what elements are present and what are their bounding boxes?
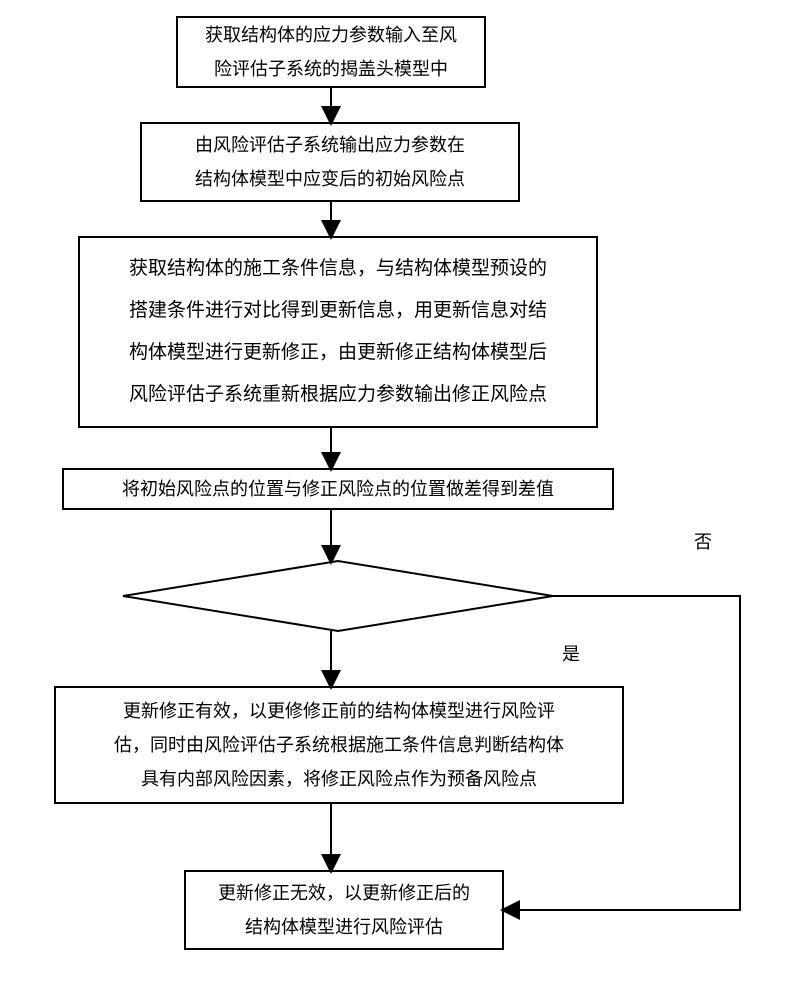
flowchart-canvas: 获取结构体的应力参数输入至风险评估子系统的揭盖头模型中 由风险评估子系统输出应力…: [0, 0, 796, 1000]
edge-label-yes-text: 是: [562, 644, 580, 664]
node-n6-text: 更新修正无效，以更新修正后的结构体模型进行风险评估: [218, 876, 470, 944]
edge-label-no-text: 否: [694, 532, 712, 552]
node-n2: 由风险评估子系统输出应力参数在结构体模型中应变后的初始风险点: [140, 122, 520, 202]
node-n2-text: 由风险评估子系统输出应力参数在结构体模型中应变后的初始风险点: [195, 128, 465, 196]
node-n4-text: 将初始风险点的位置与修正风险点的位置做差得到差值: [122, 472, 554, 506]
edge-label-yes: 是: [562, 640, 580, 666]
node-n5-text: 更新修正有效，以更修修正前的结构体模型进行风险评估，同时由风险评估子系统根据施工…: [114, 694, 564, 797]
node-n3: 获取结构体的施工条件信息，与结构体模型预设的搭建条件进行对比得到更新信息，用更新…: [78, 236, 598, 428]
decision-d1-label: 差值是否位于预设范围内: [123, 586, 553, 607]
node-n3-text: 获取结构体的施工条件信息，与结构体模型预设的搭建条件进行对比得到更新信息，用更新…: [129, 248, 547, 415]
node-n5: 更新修正有效，以更修修正前的结构体模型进行风险评估，同时由风险评估子系统根据施工…: [54, 686, 624, 804]
decision-d1-shape: [123, 561, 553, 631]
decision-d1-text: 差值是否位于预设范围内: [255, 590, 420, 606]
node-n1: 获取结构体的应力参数输入至风险评估子系统的揭盖头模型中: [176, 16, 486, 88]
node-n1-text: 获取结构体的应力参数输入至风险评估子系统的揭盖头模型中: [205, 18, 457, 86]
node-n4: 将初始风险点的位置与修正风险点的位置做差得到差值: [62, 468, 614, 510]
edge-label-no: 否: [694, 528, 712, 554]
node-n6: 更新修正无效，以更新修正后的结构体模型进行风险评估: [184, 870, 504, 950]
